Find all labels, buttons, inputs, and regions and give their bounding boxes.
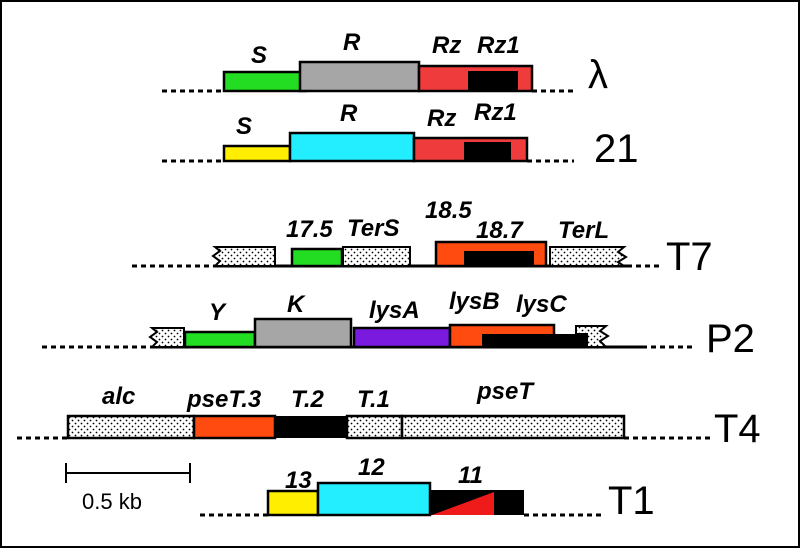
label-S: S xyxy=(236,113,252,140)
label-Rz: Rz xyxy=(427,105,456,132)
label-T.2: T.2 xyxy=(291,386,325,413)
row-21: S R Rz Rz1 21 xyxy=(162,99,639,171)
phage-name-P2: P2 xyxy=(706,317,755,361)
gene-lysC xyxy=(482,334,586,347)
label-alc: alc xyxy=(102,383,135,410)
scale-bar-label: 0.5 kb xyxy=(82,489,142,514)
phage-name-T1: T1 xyxy=(608,479,655,523)
label-12: 12 xyxy=(358,454,385,481)
row-T7: 17.5 TerS 18.5 18.7 TerL T7 xyxy=(132,197,713,279)
label-TerL: TerL xyxy=(558,217,609,244)
gene-lysA xyxy=(352,326,452,349)
label-TerS: TerS xyxy=(347,215,399,242)
label-Rz1: Rz1 xyxy=(477,32,520,59)
gene-12 xyxy=(316,481,432,517)
label-lysC: lysC xyxy=(516,291,567,318)
label-Y: Y xyxy=(209,299,227,326)
gene-S xyxy=(222,70,308,93)
scale-bar: 0.5 kb xyxy=(65,463,191,514)
gene-Y xyxy=(183,330,257,349)
label-17.5: 17.5 xyxy=(286,216,333,243)
label-18.5: 18.5 xyxy=(425,197,472,224)
gene-K xyxy=(253,317,353,349)
label-18.7: 18.7 xyxy=(476,217,524,244)
gene-18.7 xyxy=(464,251,534,266)
label-13: 13 xyxy=(285,467,312,494)
gene-TerS xyxy=(342,246,411,267)
gene-stippled-left xyxy=(211,246,276,267)
gene-Rz1 xyxy=(464,142,511,161)
row-lambda: S R Rz Rz1 λ xyxy=(162,29,608,97)
phage-name-lambda: λ xyxy=(588,53,608,97)
phage-name-T7: T7 xyxy=(666,235,713,279)
label-lysA: lysA xyxy=(369,297,420,324)
label-pseT.3: pseT.3 xyxy=(186,386,262,413)
label-Rz1: Rz1 xyxy=(474,99,517,126)
gene-pseT xyxy=(400,414,626,440)
phage-name-T4: T4 xyxy=(714,407,761,451)
gene-T.2 xyxy=(275,416,347,438)
gene-Rz1 xyxy=(468,71,518,91)
gene-stippled-right xyxy=(575,325,610,348)
label-R: R xyxy=(343,29,361,56)
label-R: R xyxy=(340,100,358,127)
gene-17.5 xyxy=(290,247,344,268)
label-S: S xyxy=(251,42,267,69)
row-P2: Y K lysA lysB lysC P2 xyxy=(42,288,755,361)
label-11: 11 xyxy=(458,462,483,489)
label-pseT: pseT xyxy=(476,378,535,405)
gene-13 xyxy=(266,489,320,517)
row-T4: alc pseT.3 T.2 T.1 pseT T4 xyxy=(17,378,761,451)
phage-name-21: 21 xyxy=(594,127,639,171)
gene-11-red-wedge xyxy=(432,492,494,515)
label-T.1: T.1 xyxy=(357,386,390,413)
gene-R xyxy=(288,131,416,163)
gene-S xyxy=(222,144,292,163)
label-lysB: lysB xyxy=(449,288,500,315)
gene-stippled-left xyxy=(148,327,185,348)
gene-pseT.3 xyxy=(192,414,277,440)
gene-R xyxy=(298,60,421,93)
gene-alc xyxy=(66,414,196,440)
row-T1: 13 12 11 T1 xyxy=(200,454,655,523)
gene-TerL xyxy=(549,246,628,267)
gene-T.1 xyxy=(345,414,404,440)
label-Rz: Rz xyxy=(432,32,461,59)
label-K: K xyxy=(287,291,306,318)
